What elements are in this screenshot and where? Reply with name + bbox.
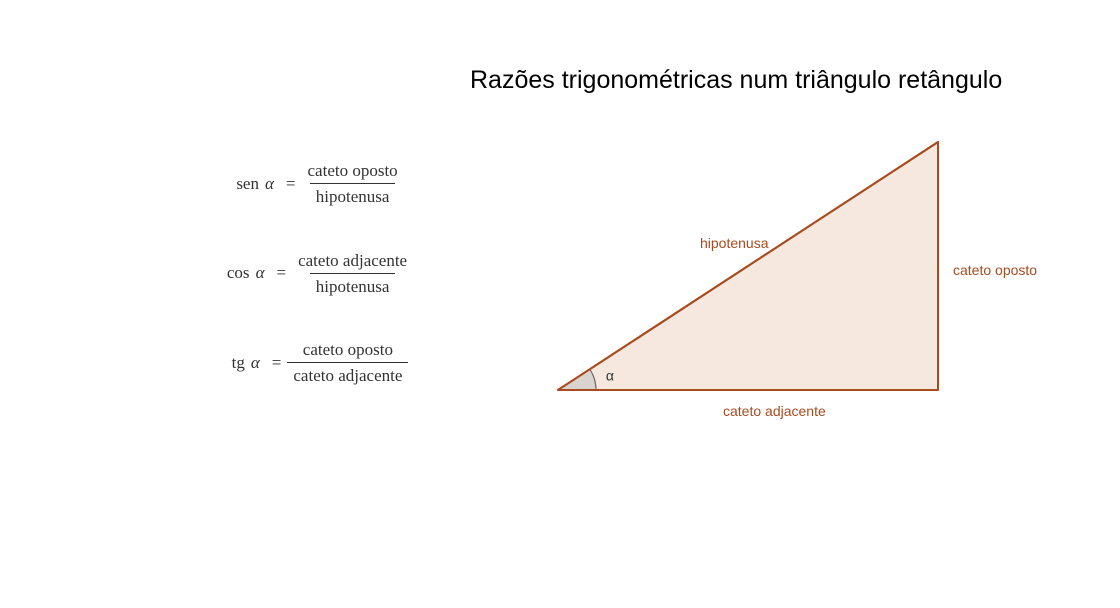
fraction: cateto oposto cateto adjacente (287, 339, 408, 387)
alpha-symbol: α (263, 174, 276, 194)
denominator: hipotenusa (310, 183, 396, 207)
opposite-side-label: cateto oposto (953, 262, 1037, 278)
alpha-symbol: α (254, 263, 267, 283)
formula-tan: tg α = cateto oposto cateto adjacente (185, 339, 455, 387)
numerator: cateto adjacente (292, 250, 413, 273)
alpha-symbol: α (249, 353, 262, 373)
func-label: sen (236, 174, 259, 194)
equals-sign: = (280, 174, 302, 194)
denominator: hipotenusa (310, 273, 396, 297)
angle-alpha-label: α (606, 368, 614, 384)
triangle-diagram: α (554, 138, 942, 394)
fraction: cateto adjacente hipotenusa (292, 250, 413, 298)
func-label: tg (232, 353, 245, 373)
numerator: cateto oposto (297, 339, 399, 362)
equals-sign: = (271, 263, 293, 283)
formula-lhs: sen α = (236, 174, 301, 194)
formula-cos: cos α = cateto adjacente hipotenusa (185, 250, 455, 298)
hypotenuse-label: hipotenusa (700, 235, 769, 251)
denominator: cateto adjacente (287, 362, 408, 386)
formula-sin: sen α = cateto oposto hipotenusa (185, 160, 455, 208)
fraction: cateto oposto hipotenusa (302, 160, 404, 208)
numerator: cateto oposto (302, 160, 404, 183)
func-label: cos (227, 263, 250, 283)
equals-sign: = (266, 353, 288, 373)
formula-lhs: tg α = (232, 353, 288, 373)
page-title: Razões trigonométricas num triângulo ret… (470, 66, 1002, 95)
formula-block: sen α = cateto oposto hipotenusa cos α =… (185, 160, 455, 429)
adjacent-side-label: cateto adjacente (723, 403, 826, 419)
formula-lhs: cos α = (227, 263, 292, 283)
